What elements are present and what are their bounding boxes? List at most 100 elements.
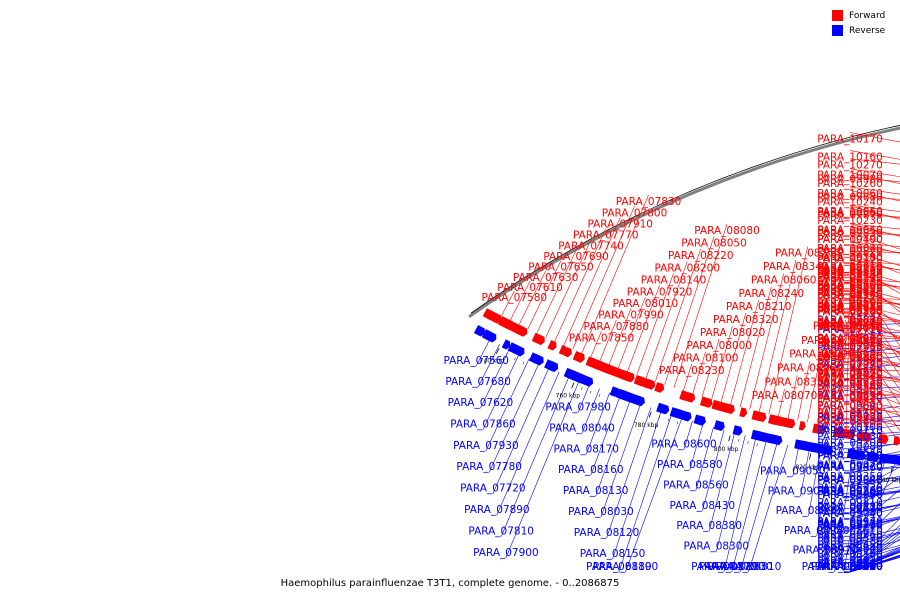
forward-gene-label[interactable]: PARA_08210 — [726, 301, 792, 313]
reverse-gene-label[interactable]: PARA_08610 — [817, 525, 883, 537]
forward-gene-label[interactable]: PARA_08470 — [817, 287, 883, 299]
reverse-gene-label[interactable]: PARA_10030 — [817, 431, 883, 443]
reverse-gene-label[interactable]: PARA_09120 — [817, 561, 883, 573]
reverse-gene-label[interactable]: PARA_09270 — [817, 561, 883, 573]
reverse-gene-label[interactable]: PARA_08150 — [580, 548, 646, 560]
reverse-gene-label[interactable]: PARA_07780 — [456, 461, 522, 473]
forward-gene-label[interactable]: PARA_08020 — [700, 327, 766, 339]
reverse-gene-label[interactable]: PARA_07710 — [817, 324, 883, 336]
reverse-gene-label[interactable]: PARA_07860 — [450, 419, 516, 431]
forward-gene-label[interactable]: PARA_09170 — [817, 254, 883, 266]
reverse-gene-label[interactable]: PARA_09230 — [817, 519, 883, 531]
forward-gene-label[interactable]: PARA_08850 — [817, 416, 883, 428]
forward-gene-label[interactable]: PARA_10230 — [817, 215, 883, 227]
forward-gene-label[interactable]: PARA_09610 — [817, 261, 883, 273]
forward-gene-label[interactable]: PARA_09640 — [817, 243, 883, 255]
forward-gene-label[interactable]: PARA_08200 — [654, 262, 720, 274]
reverse-gene-label[interactable]: PARA_09290 — [817, 561, 883, 573]
forward-gene-label[interactable]: PARA_09990 — [817, 299, 883, 311]
forward-gene-label[interactable]: PARA_10020 — [817, 243, 883, 255]
forward-gene-label[interactable]: PARA_10190 — [817, 233, 883, 245]
reverse-gene-label[interactable]: PARA_09760 — [817, 379, 883, 391]
forward-gene-label[interactable]: PARA_08960 — [817, 289, 883, 301]
forward-gene-label[interactable]: PARA_09390 — [817, 251, 883, 263]
reverse-gene-label[interactable]: PARA_08370 — [691, 561, 757, 573]
forward-gene-label[interactable]: PARA_09140 — [817, 271, 883, 283]
reverse-gene-label[interactable]: PARA_08970 — [793, 545, 859, 557]
reverse-gene-label[interactable]: PARA_07680 — [445, 376, 511, 388]
forward-gene-label[interactable]: PARA_08280 — [817, 392, 883, 404]
forward-gene-label[interactable]: PARA_09780 — [817, 301, 883, 313]
forward-gene-label[interactable]: PARA_07910 — [587, 219, 653, 231]
reverse-gene-label[interactable]: PARA_08120 — [574, 527, 640, 539]
reverse-gene-label[interactable]: PARA_09850 — [817, 486, 883, 498]
reverse-gene-label[interactable]: PARA_09540 — [817, 446, 883, 458]
forward-gene-label[interactable]: PARA_09870 — [817, 210, 883, 222]
reverse-gene-label[interactable]: PARA_08290 — [699, 561, 765, 573]
reverse-gene-label[interactable]: PARA_08330 — [707, 561, 773, 573]
forward-gene-label[interactable]: PARA_08420 — [817, 333, 883, 345]
reverse-gene-label[interactable]: PARA_07890 — [464, 504, 530, 516]
reverse-gene-label[interactable]: PARA_08180 — [586, 561, 652, 573]
reverse-gene-label[interactable]: PARA_08710 — [817, 520, 883, 532]
reverse-gene-label[interactable]: PARA_09370 — [817, 502, 883, 514]
forward-gene-label[interactable]: PARA_08260 — [777, 363, 843, 375]
forward-gene-label[interactable]: PARA_08810 — [817, 271, 883, 283]
reverse-gene-label[interactable]: PARA_09580 — [817, 518, 883, 530]
forward-gene-label[interactable]: PARA_08800 — [817, 416, 883, 428]
reverse-gene-label[interactable]: PARA_07930 — [453, 440, 519, 452]
reverse-gene-label[interactable]: PARA_08730 — [817, 482, 883, 494]
forward-gene-label[interactable]: PARA_08500 — [817, 353, 883, 365]
forward-gene-label[interactable]: PARA_09010 — [817, 392, 883, 404]
forward-gene-label[interactable]: PARA_10050 — [817, 206, 883, 218]
reverse-gene-label[interactable]: PARA_08750 — [817, 561, 883, 573]
reverse-gene-label[interactable]: PARA_09300 — [817, 561, 883, 573]
forward-gene-label[interactable]: PARA_08060 — [751, 275, 817, 287]
forward-gene-label[interactable]: PARA_10040 — [817, 225, 883, 237]
forward-gene-label[interactable]: PARA_08050 — [681, 238, 747, 250]
forward-gene-label[interactable]: PARA_08250 — [775, 248, 841, 260]
reverse-gene-label[interactable]: PARA_09570 — [817, 533, 883, 545]
reverse-gene-label[interactable]: PARA_09900 — [817, 450, 883, 462]
forward-gene-label[interactable]: PARA_10000 — [817, 280, 883, 292]
reverse-gene-label[interactable]: PARA_09340 — [817, 561, 883, 573]
reverse-gene-label[interactable]: PARA_08300 — [684, 541, 750, 553]
reverse-gene-label[interactable]: PARA_09310 — [817, 561, 883, 573]
forward-gene-label[interactable]: PARA_08490 — [817, 369, 883, 381]
reverse-gene-label[interactable]: PARA_08560 — [663, 479, 729, 491]
forward-gene-label[interactable]: PARA_10240 — [817, 196, 883, 208]
reverse-gene-label[interactable]: PARA_09930 — [817, 411, 883, 423]
reverse-gene-label[interactable]: PARA_08380 — [676, 520, 742, 532]
reverse-gene-label[interactable]: PARA_07720 — [460, 483, 526, 495]
reverse-gene-label[interactable]: PARA_08580 — [657, 459, 723, 471]
forward-gene-label[interactable]: PARA_07800 — [602, 207, 668, 219]
reverse-gene-label[interactable]: PARA_08680 — [817, 561, 883, 573]
forward-gene-label[interactable]: PARA_08920 — [817, 284, 883, 296]
forward-gene-label[interactable]: PARA_09770 — [817, 319, 883, 331]
reverse-gene-label[interactable]: PARA_08040 — [549, 422, 615, 434]
reverse-gene-label[interactable]: PARA_07560 — [443, 355, 509, 367]
reverse-gene-label[interactable]: PARA_08190 — [593, 561, 659, 573]
reverse-gene-label[interactable]: PARA_09150 — [817, 552, 883, 564]
forward-gene-label[interactable]: PARA_09980 — [817, 173, 883, 185]
forward-gene-label[interactable]: PARA_10160 — [817, 152, 883, 164]
reverse-gene-label[interactable]: PARA_09680 — [817, 475, 883, 487]
forward-gene-label[interactable]: PARA_09630 — [817, 315, 883, 327]
forward-gene-label[interactable]: PARA_08270 — [817, 292, 883, 304]
forward-gene-label[interactable]: PARA_07610 — [497, 282, 563, 294]
forward-gene-label[interactable]: PARA_08520 — [817, 337, 883, 349]
reverse-gene-label[interactable]: PARA_07980 — [545, 401, 611, 413]
forward-gene-label[interactable]: PARA_08240 — [738, 288, 804, 300]
reverse-gene-label[interactable]: PARA_09360 — [817, 487, 883, 499]
forward-gene-label[interactable]: PARA_09250 — [817, 305, 883, 317]
forward-gene-label[interactable]: PARA_09830 — [817, 228, 883, 240]
forward-gene-label[interactable]: PARA_10010 — [817, 261, 883, 273]
reverse-gene-label[interactable]: PARA_09710 — [817, 425, 883, 437]
forward-gene-label[interactable]: PARA_09820 — [817, 246, 883, 258]
forward-gene-label[interactable]: PARA_08110 — [817, 278, 883, 290]
forward-gene-label[interactable]: PARA_09440 — [817, 351, 883, 363]
reverse-gene-label[interactable]: PARA_08430 — [670, 500, 736, 512]
forward-gene-label[interactable]: PARA_07650 — [528, 262, 594, 274]
forward-gene-label[interactable]: PARA_10170 — [817, 134, 883, 146]
reverse-gene-label[interactable]: PARA_08450 — [817, 539, 883, 551]
